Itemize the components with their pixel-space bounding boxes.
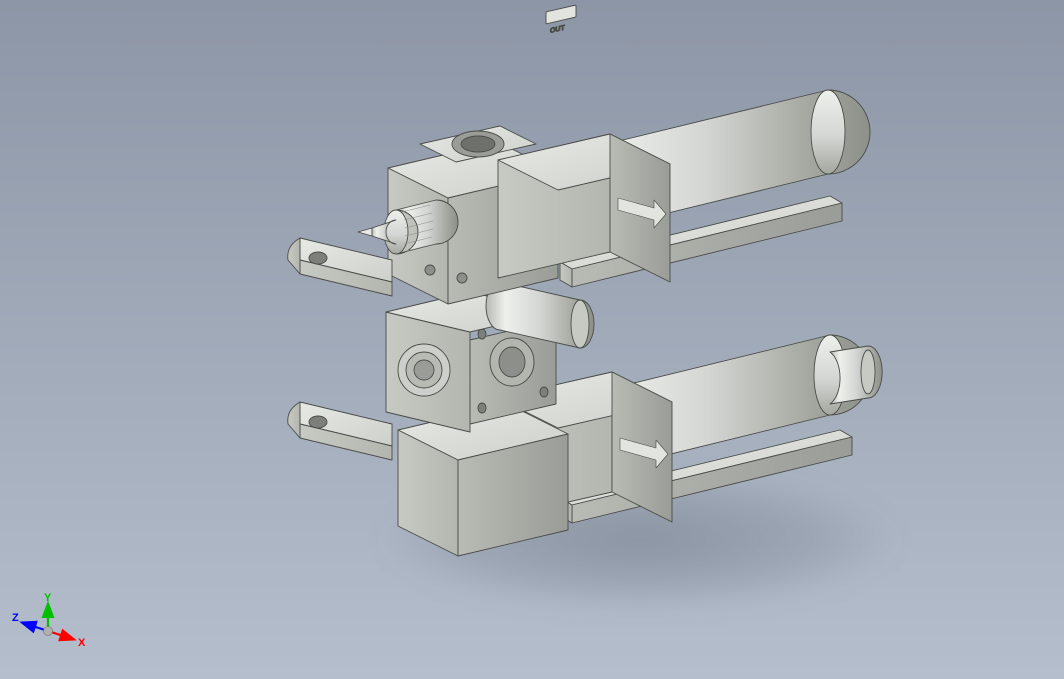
axis-x-label: X [78, 637, 86, 649]
cad-viewport[interactable]: OUT [0, 0, 1064, 679]
triad-origin [44, 627, 53, 636]
axis-y-label: Y [44, 592, 52, 604]
orientation-triad[interactable]: X Y Z [8, 591, 88, 671]
viewport-background [0, 0, 1064, 679]
axis-z-label: Z [12, 612, 19, 624]
